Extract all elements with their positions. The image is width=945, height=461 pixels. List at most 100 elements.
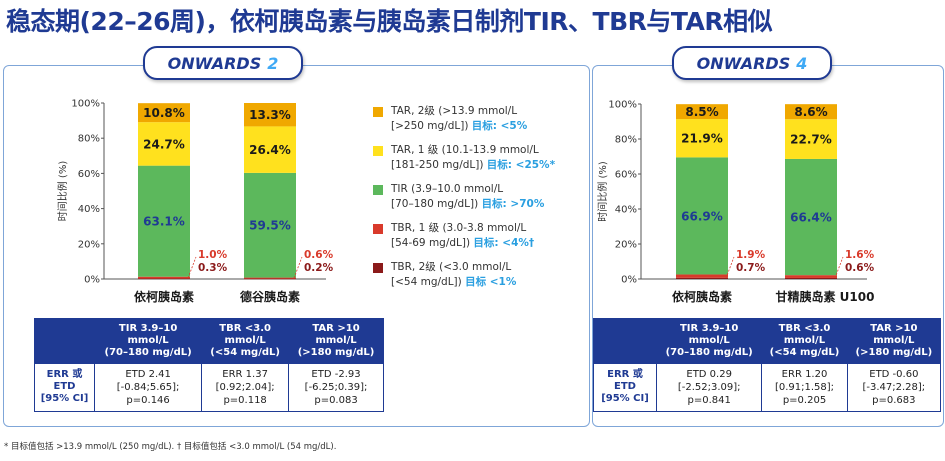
x-category-label: 依柯胰岛素 (672, 289, 732, 304)
badge-onwards-2: ONWARDS 2 (143, 46, 303, 80)
data-label-tbr1: 1.6% (845, 249, 875, 261)
legend-text: TAR, 1 级 (10.1-13.9 mmol/L (391, 144, 539, 156)
bar-segment-tar1 (244, 126, 296, 173)
footnote: * 目标值包括 >13.9 mmol/L (250 mg/dL). † 目标值包… (4, 442, 337, 452)
legend-target: 目标: <5% (471, 120, 528, 132)
y-tick-label: 60% (78, 169, 100, 180)
bar-segment-tbr2 (138, 278, 190, 280)
data-label-tir: 66.4% (790, 211, 832, 225)
data-label-tir: 66.9% (681, 209, 723, 223)
badge-number: 4 (796, 53, 808, 73)
table-row-header: ERR 或 ETD [95% CI] (34, 362, 95, 413)
data-label-tar1: 21.9% (681, 132, 723, 146)
data-label-tbr2: 0.2% (304, 262, 334, 274)
y-tick-label: 0% (621, 275, 637, 286)
table-header-tir: TIR 3.9–10 mmol/L (70–180 mg/dL) (93, 318, 203, 364)
legend-target: 目标: <4%† (473, 237, 535, 249)
legend-swatch (373, 224, 383, 234)
data-label-tbr1: 1.9% (736, 249, 766, 261)
table-cell-tar: ETD -2.93 [-6.25;0.39]; p=0.083 (288, 362, 384, 413)
legend-item-tar1: TAR, 1 级 (10.1-13.9 mmol/L [181-250 mg/d… (373, 143, 583, 173)
table-header-tar: TAR >10 mmol/L (>180 mg/dL) (846, 318, 942, 364)
data-label-tar2: 10.8% (143, 106, 185, 120)
legend-target: 目标 <1% (465, 276, 517, 288)
data-label-tbr1: 0.6% (304, 249, 334, 261)
legend-text: TBR, 2级 (<3.0 mmol/L (391, 261, 512, 273)
data-label-tar2: 8.5% (685, 105, 718, 119)
legend-swatch (373, 185, 383, 195)
data-label-tbr2: 0.3% (198, 262, 228, 274)
y-tick-label: 20% (615, 240, 637, 251)
table-cell-tir: ETD 2.41 [-0.84;5.65]; p=0.146 (93, 362, 203, 413)
bar-segment-tar2 (138, 103, 190, 123)
chart-onwards-2: 0% 20% 40% 60% 80% 100% 时间比例 (%) 63.1% 24.7% 10.8… (56, 99, 334, 305)
y-axis-label: 时间比例 (%) (596, 161, 609, 222)
table-cell-tbr: ERR 1.37 [0.92;2.04]; p=0.118 (201, 362, 290, 413)
bar-segment-tbr1 (785, 275, 837, 278)
bar-segment-tir (138, 165, 190, 277)
legend-text: TIR (3.9–10.0 mmol/L (391, 183, 504, 195)
data-label-tbr2: 0.7% (736, 262, 766, 274)
bar-segment-tar2 (785, 104, 837, 120)
y-tick-label: 40% (615, 205, 637, 216)
data-label-tar2: 13.3% (249, 108, 291, 122)
legend: TAR, 2级 (>13.9 mmol/L [>250 mg/dL]) 目标: … (373, 104, 583, 299)
leader-line (187, 256, 197, 279)
bar-segment-tir (676, 157, 728, 275)
legend-text: [70–180 mg/dL]) (391, 198, 482, 210)
bar-segment-tar2 (244, 103, 296, 127)
legend-text: [54-69 mg/dL]) (391, 237, 474, 249)
data-label-tar1: 24.7% (143, 137, 185, 151)
legend-swatch (373, 107, 383, 117)
data-label-tar1: 22.7% (790, 133, 832, 147)
legend-text: [181-250 mg/dL]) (391, 159, 487, 171)
bar-segment-tar1 (138, 122, 190, 166)
y-tick-label: 100% (71, 99, 100, 110)
data-label-tbr2: 0.6% (845, 262, 875, 274)
badge-onwards-4: ONWARDS 4 (672, 46, 832, 80)
table-row-header: ERR 或 ETD [95% CI] (593, 362, 657, 413)
bar-segment-tbr1 (138, 276, 190, 279)
y-axis-label: 时间比例 (%) (56, 161, 69, 222)
legend-item-tbr1: TBR, 1 级 (3.0-3.8 mmol/L [54-69 mg/dL]) … (373, 221, 583, 251)
leader-line (293, 256, 303, 279)
data-label-tir: 63.1% (143, 215, 185, 229)
bar-segment-tar1 (676, 119, 728, 158)
data-label-tbr1: 1.0% (198, 249, 228, 261)
legend-text: TBR, 1 级 (3.0-3.8 mmol/L (391, 222, 527, 234)
bar-segment-tbr1 (244, 277, 296, 279)
y-tick-label: 20% (78, 239, 100, 250)
bar-segment-tbr1 (676, 274, 728, 278)
data-label-tar1: 26.4% (249, 143, 291, 157)
bar-segment-tar1 (785, 119, 837, 159)
bar-segment-tbr2 (785, 277, 837, 279)
legend-target: 目标: >70% (481, 198, 545, 210)
legend-swatch (373, 263, 383, 273)
leader-line (725, 256, 735, 279)
table-cell-tar: ETD -0.60 [-3.47;2.28]; p=0.683 (846, 362, 942, 413)
legend-swatch (373, 146, 383, 156)
bar-segment-tir (785, 158, 837, 276)
table-header-tir: TIR 3.9–10 mmol/L (70–180 mg/dL) (655, 318, 763, 364)
data-label-tir: 59.5% (249, 219, 291, 233)
y-tick-label: 80% (78, 134, 100, 145)
x-category-label: 德谷胰岛素 (240, 289, 300, 304)
table-corner (593, 318, 657, 364)
y-tick-label: 80% (615, 135, 637, 146)
table-cell-tir: ETD 0.29 [-2.52;3.09]; p=0.841 (655, 362, 763, 413)
table-header-tbr: TBR <3.0 mmol/L (<54 mg/dL) (201, 318, 290, 364)
x-category-label: 依柯胰岛素 (134, 289, 194, 304)
table-corner (34, 318, 95, 364)
bar-segment-tbr2 (244, 278, 296, 280)
y-tick-label: 40% (78, 204, 100, 215)
badge-number: 2 (267, 53, 279, 73)
stats-table-onwards-4: TIR 3.9–10 mmol/L (70–180 mg/dL) TBR <3.0 m… (593, 318, 942, 413)
bar-segment-tbr2 (676, 277, 728, 279)
legend-item-tbr2: TBR, 2级 (<3.0 mmol/L [<54 mg/dL]) 目标 <1% (373, 260, 583, 290)
page-title: 稳态期(22–26周)，依柯胰岛素与胰岛素日制剂TIR、TBR与TAR相似 (6, 7, 773, 36)
table-cell-tbr: ERR 1.20 [0.91;1.58]; p=0.205 (761, 362, 848, 413)
legend-text: [>250 mg/dL]) (391, 120, 472, 132)
legend-text: TAR, 2级 (>13.9 mmol/L (391, 105, 518, 117)
table-header-tar: TAR >10 mmol/L (>180 mg/dL) (288, 318, 384, 364)
legend-text: [<54 mg/dL]) (391, 276, 466, 288)
